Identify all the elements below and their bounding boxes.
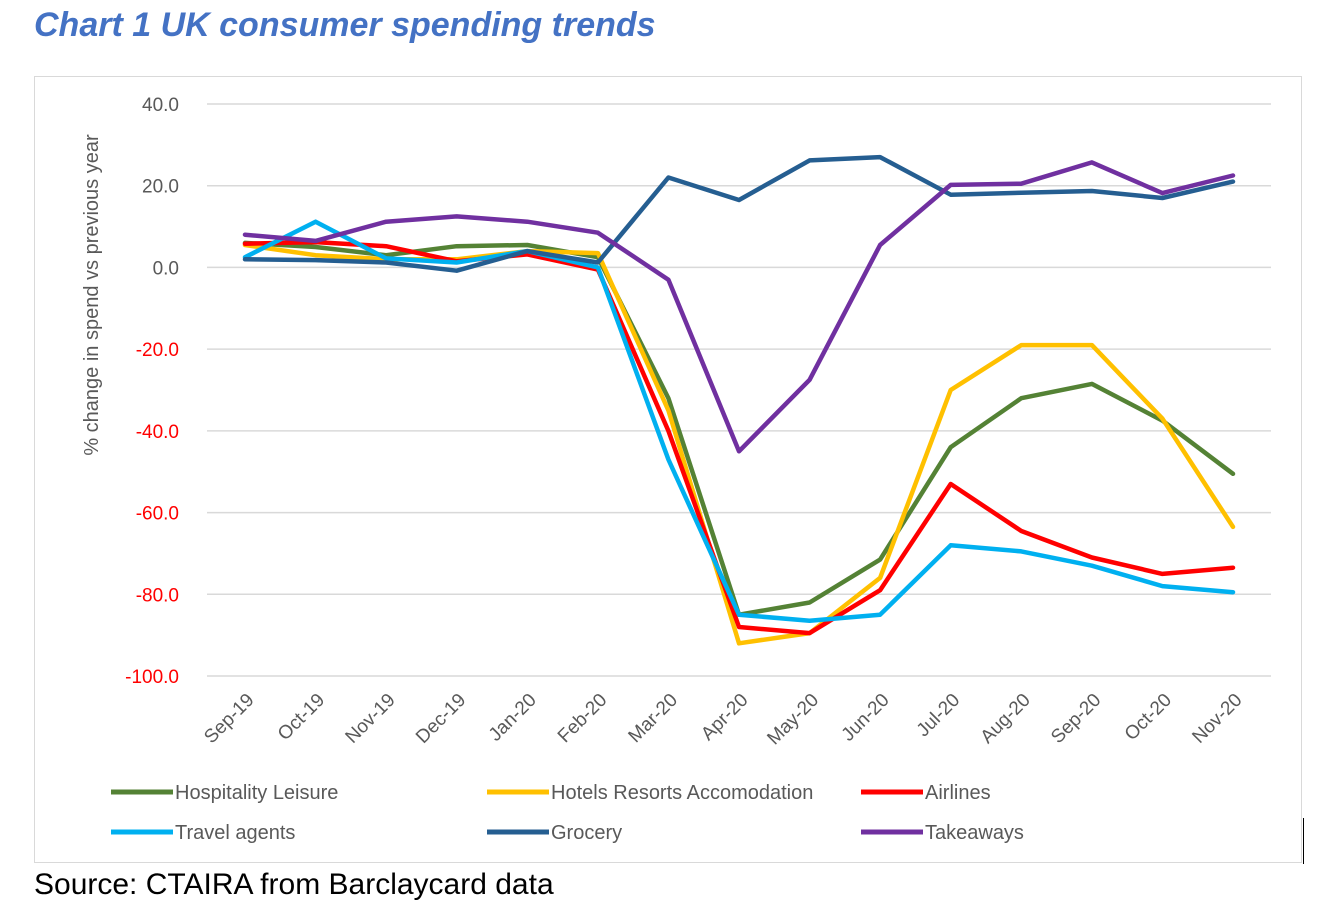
series-line xyxy=(242,154,1236,273)
x-tick-label: Nov-19 xyxy=(342,690,400,748)
legend-label: Airlines xyxy=(925,782,991,804)
x-tick-label: Nov-20 xyxy=(1188,690,1246,748)
y-tick-label: 0.0 xyxy=(153,258,179,279)
x-tick-label: Sep-19 xyxy=(200,690,258,748)
legend-label: Hospitality Leisure xyxy=(175,782,338,804)
x-tick-label: Feb-20 xyxy=(554,690,611,747)
y-axis-tick-labels: 40.0 20.0 0.0 -20.0 -40.0 -60.0 -80.0 -100.0 xyxy=(125,95,179,688)
x-axis-tick-labels: Sep-19 Oct-19 Nov-19 Dec-19 Jan-20 Feb-20 Mar-… xyxy=(200,690,1246,750)
x-tick-label: Aug-20 xyxy=(977,690,1035,748)
x-tick-label: Jul-20 xyxy=(913,690,964,741)
x-tick-label: Dec-19 xyxy=(412,690,470,748)
series-line xyxy=(242,219,1236,624)
legend-label: Hotels Resorts Accomodation xyxy=(551,782,813,804)
legend-label: Takeaways xyxy=(925,822,1024,844)
x-tick-label: Oct-19 xyxy=(274,690,329,745)
x-tick-label: Apr-20 xyxy=(697,690,752,745)
legend-label: Grocery xyxy=(551,822,622,844)
y-tick-label: -80.0 xyxy=(136,585,179,606)
y-tick-label: -60.0 xyxy=(136,504,179,525)
chart-area: 40.0 20.0 0.0 -20.0 -40.0 -60.0 -80.0 -100.0 Se… xyxy=(34,76,1302,863)
y-tick-label: -20.0 xyxy=(136,340,179,361)
source-note: Source: CTAIRA from Barclaycard data xyxy=(34,868,554,901)
x-tick-label: Sep-20 xyxy=(1047,690,1105,748)
legend: Hospitality Leisure Hotels Resorts Accomo… xyxy=(111,782,1024,844)
series-lines xyxy=(242,154,1236,646)
chart-title: Chart 1 UK consumer spending trends xyxy=(34,6,656,44)
y-tick-label: 20.0 xyxy=(142,177,179,198)
x-tick-label: Mar-20 xyxy=(625,690,682,747)
y-tick-label: -40.0 xyxy=(136,422,179,443)
x-tick-label: Oct-20 xyxy=(1121,690,1176,745)
series-line xyxy=(242,160,1236,454)
gridlines xyxy=(207,103,1271,677)
x-tick-label: Jan-20 xyxy=(485,690,541,746)
y-tick-label: 40.0 xyxy=(142,95,179,116)
x-tick-label: Jun-20 xyxy=(838,690,894,746)
legend-label: Travel agents xyxy=(175,822,295,844)
line-chart: 40.0 20.0 0.0 -20.0 -40.0 -60.0 -80.0 -100.0 Se… xyxy=(81,95,1271,844)
series-line xyxy=(242,242,1236,646)
y-axis-label: % change in spend vs previous year xyxy=(81,134,103,456)
series-line xyxy=(242,240,1236,617)
y-tick-label: -100.0 xyxy=(125,667,179,688)
edge-line xyxy=(1303,818,1304,864)
series-line xyxy=(242,239,1236,636)
x-tick-label: May-20 xyxy=(763,690,823,750)
